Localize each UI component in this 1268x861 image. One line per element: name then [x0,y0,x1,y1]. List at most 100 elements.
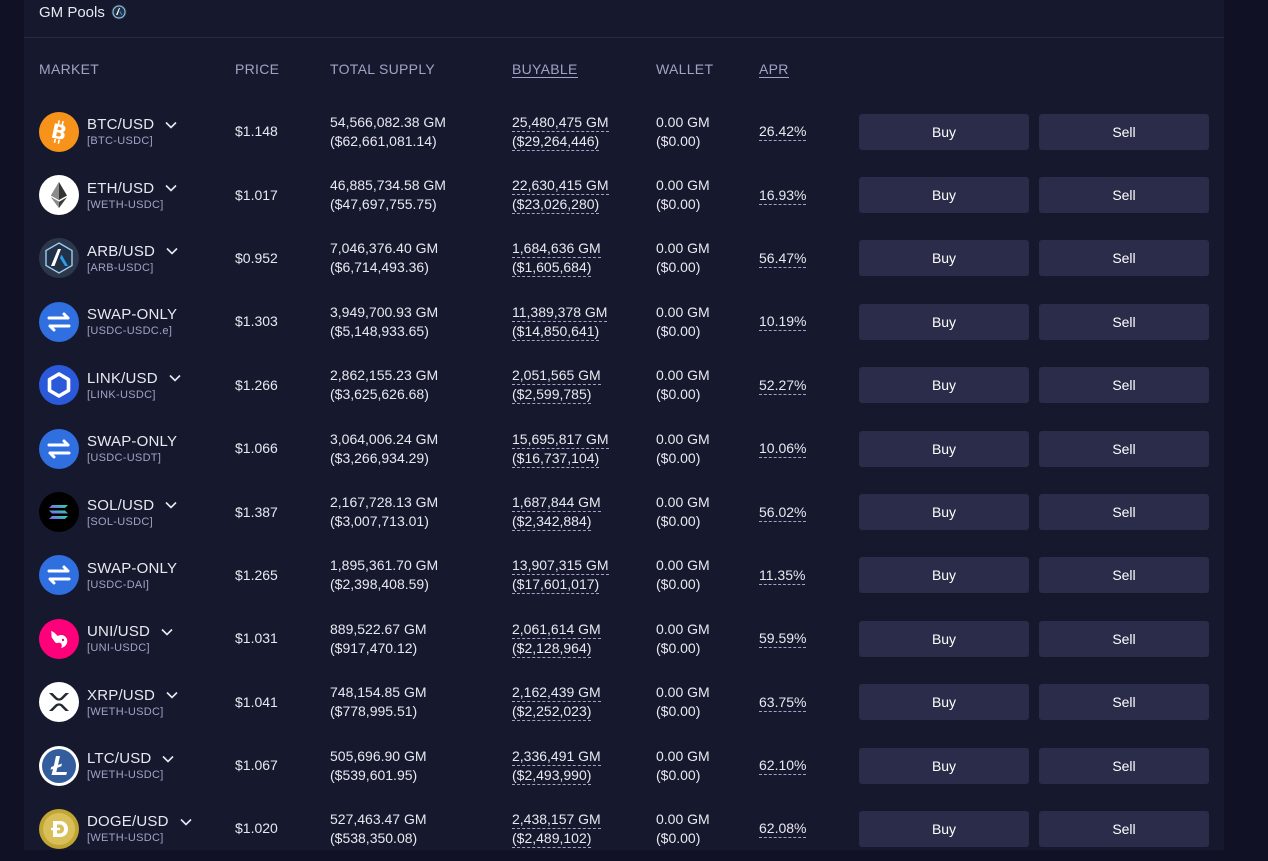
market-name: ARB/USD [87,242,156,260]
wallet-cell: 0.00 GM ($0.00) [656,417,759,480]
chevron-down-icon[interactable] [161,752,175,766]
buy-button[interactable]: Buy [859,367,1029,404]
buy-button[interactable]: Buy [859,177,1029,214]
buyable-cell[interactable]: 15,695,817 GM ($16,737,104) [512,417,656,480]
arbitrum-network-icon [111,4,127,20]
buy-button[interactable]: Buy [859,810,1029,847]
chevron-down-icon[interactable] [164,118,178,132]
price-value: $1.265 [235,566,278,583]
sell-button[interactable]: Sell [1039,240,1209,277]
sell-button[interactable]: Sell [1039,810,1209,847]
sell-button[interactable]: Sell [1039,747,1209,784]
buyable-gm[interactable]: 15,695,817 GM [512,430,609,449]
buyable-cell[interactable]: 13,907,315 GM ($17,601,017) [512,544,656,607]
apr-value[interactable]: 59.59% [759,630,807,649]
buy-button[interactable]: Buy [859,494,1029,531]
apr-cell: 62.10% [759,734,859,797]
buyable-cell[interactable]: 25,480,475 GM ($29,264,446) [512,100,656,163]
buyable-gm[interactable]: 1,684,636 GM [512,240,601,259]
chevron-down-icon[interactable] [165,688,179,702]
price-cell: $1.067 [235,734,330,797]
buyable-usd[interactable]: ($17,601,017) [512,576,600,595]
chevron-down-icon[interactable] [165,244,179,258]
apr-value[interactable]: 63.75% [759,693,807,712]
chevron-down-icon[interactable] [160,625,174,639]
buy-button[interactable]: Buy [859,684,1029,721]
apr-value[interactable]: 62.10% [759,757,807,776]
buyable-usd[interactable]: ($23,026,280) [512,196,600,215]
buyable-cell[interactable]: 2,162,439 GM ($2,252,023) [512,671,656,734]
buyable-gm[interactable]: 1,687,844 GM [512,494,601,513]
buyable-usd[interactable]: ($2,252,023) [512,703,592,722]
chevron-down-icon[interactable] [179,815,193,829]
price-cell: $1.020 [235,797,330,860]
header-apr[interactable]: APR [759,61,789,78]
buyable-cell[interactable]: 1,684,636 GM ($1,605,684) [512,227,656,290]
buy-button[interactable]: Buy [859,113,1029,150]
supply-gm: 3,949,700.93 GM [330,303,439,320]
header-buyable[interactable]: BUYABLE [512,61,578,78]
apr-value[interactable]: 52.27% [759,376,807,395]
buy-button[interactable]: Buy [859,557,1029,594]
apr-value[interactable]: 11.35% [759,566,806,585]
buyable-gm[interactable]: 2,336,491 GM [512,747,601,766]
buyable-cell[interactable]: 22,630,415 GM ($23,026,280) [512,163,656,226]
sell-button[interactable]: Sell [1039,684,1209,721]
wallet-gm: 0.00 GM [656,557,710,574]
sell-button[interactable]: Sell [1039,430,1209,467]
buyable-usd[interactable]: ($2,342,884) [512,513,592,532]
buyable-usd[interactable]: ($2,489,102) [512,829,592,848]
buyable-usd[interactable]: ($14,850,641) [512,322,600,341]
apr-value[interactable]: 26.42% [759,123,807,142]
chevron-down-icon[interactable] [164,181,178,195]
apr-value[interactable]: 10.19% [759,313,807,332]
chevron-down-icon[interactable] [164,498,178,512]
buyable-usd[interactable]: ($1,605,684) [512,259,592,278]
buyable-gm[interactable]: 11,389,378 GM [512,303,608,322]
buy-button[interactable]: Buy [859,747,1029,784]
sell-button[interactable]: Sell [1039,177,1209,214]
buyable-gm[interactable]: 2,162,439 GM [512,684,601,703]
buy-button[interactable]: Buy [859,430,1029,467]
buyable-cell[interactable]: 2,051,565 GM ($2,599,785) [512,354,656,417]
buyable-cell[interactable]: 2,336,491 GM ($2,493,990) [512,734,656,797]
buyable-cell[interactable]: 1,687,844 GM ($2,342,884) [512,480,656,543]
buyable-gm[interactable]: 25,480,475 GM [512,113,609,132]
buyable-usd[interactable]: ($16,737,104) [512,449,600,468]
wallet-cell: 0.00 GM ($0.00) [656,354,759,417]
sell-button[interactable]: Sell [1039,113,1209,150]
buyable-gm[interactable]: 2,061,614 GM [512,620,601,639]
buy-button[interactable]: Buy [859,303,1029,340]
buyable-cell[interactable]: 11,389,378 GM ($14,850,641) [512,290,656,353]
sell-button[interactable]: Sell [1039,620,1209,657]
apr-value[interactable]: 10.06% [759,440,807,459]
wallet-cell: 0.00 GM ($0.00) [656,671,759,734]
buy-button[interactable]: Buy [859,240,1029,277]
buyable-cell[interactable]: 2,438,157 GM ($2,489,102) [512,797,656,860]
apr-value[interactable]: 56.47% [759,249,807,268]
buyable-cell[interactable]: 2,061,614 GM ($2,128,964) [512,607,656,670]
buyable-gm[interactable]: 2,438,157 GM [512,810,601,829]
apr-value[interactable]: 62.08% [759,820,807,839]
table-row-8: SWAP-ONLY [USDC-DAI] $1.265 1,895,361.70… [24,544,1224,607]
market-cell: SWAP-ONLY [USDC-USDT] [24,417,235,480]
apr-value[interactable]: 16.93% [759,186,807,205]
table-row-11: LTC/USD [WETH-USDC] $1.067 505,696.90 GM… [24,734,1224,797]
chevron-down-icon[interactable] [168,371,182,385]
apr-value[interactable]: 56.02% [759,503,807,522]
sell-button[interactable]: Sell [1039,494,1209,531]
buyable-usd[interactable]: ($2,493,990) [512,766,592,785]
buyable-usd[interactable]: ($29,264,446) [512,132,600,151]
buy-button[interactable]: Buy [859,620,1029,657]
sell-button[interactable]: Sell [1039,303,1209,340]
market-name: SWAP-ONLY [87,306,178,324]
buyable-gm[interactable]: 22,630,415 GM [512,177,609,196]
sell-button[interactable]: Sell [1039,367,1209,404]
buyable-usd[interactable]: ($2,599,785) [512,386,592,405]
price-value: $1.303 [235,313,278,330]
buyable-usd[interactable]: ($2,128,964) [512,639,592,658]
buyable-gm[interactable]: 2,051,565 GM [512,367,601,386]
buyable-gm[interactable]: 13,907,315 GM [512,557,609,576]
sell-button[interactable]: Sell [1039,557,1209,594]
price-cell: $1.066 [235,417,330,480]
